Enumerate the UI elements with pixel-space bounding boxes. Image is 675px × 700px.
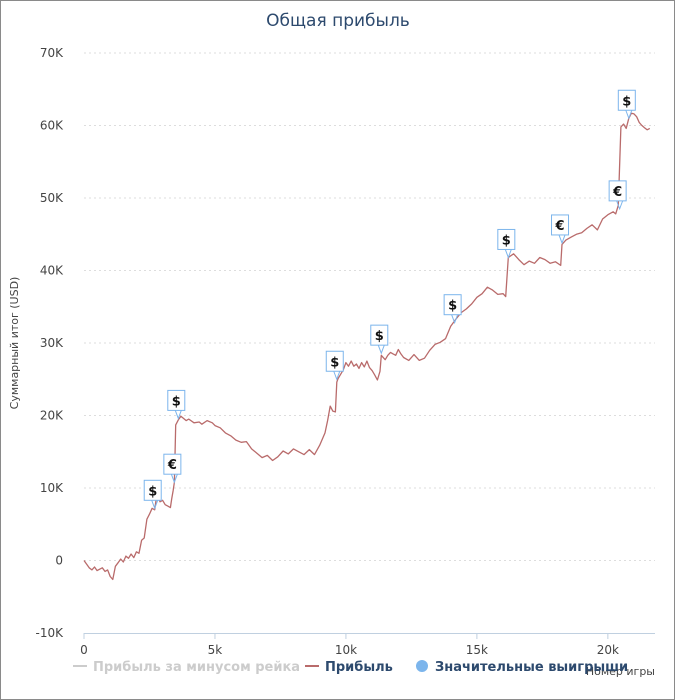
- legend-label: Прибыль за минусом рейка: [93, 660, 300, 675]
- big-win-flag[interactable]: $: [143, 479, 162, 510]
- big-win-pointer: [558, 234, 566, 245]
- big-win-box: [617, 89, 636, 111]
- big-win-pointer: [377, 344, 385, 355]
- big-win-pointer: [504, 249, 512, 259]
- legend-item[interactable]: Значительные выигрыши: [416, 660, 628, 675]
- big-win-symbol: $: [502, 233, 511, 248]
- x-tick-label: 0: [80, 643, 88, 657]
- y-axis-title: Суммарный итог (USD): [8, 277, 21, 410]
- big-win-symbol: $: [148, 484, 157, 499]
- y-tick-label: 20K: [40, 409, 64, 423]
- x-tick-label: 10k: [335, 643, 357, 657]
- y-tick-label: 60K: [40, 119, 64, 133]
- big-win-pointer: [174, 410, 182, 420]
- big-win-flag[interactable]: $: [167, 389, 186, 420]
- big-win-symbol: $: [172, 394, 181, 409]
- big-win-symbol: €: [167, 458, 177, 473]
- big-win-flag[interactable]: €: [163, 453, 182, 484]
- grid: [84, 52, 655, 561]
- big-win-pointer: [151, 500, 159, 510]
- series-line-profit: [83, 112, 651, 581]
- big-win-box: [325, 350, 344, 372]
- big-win-box: [497, 228, 516, 250]
- legend-item[interactable]: Прибыль: [305, 660, 393, 675]
- y-tick-label: 30K: [40, 336, 64, 350]
- big-win-flag[interactable]: $: [443, 294, 462, 325]
- y-tick-label: 70K: [40, 46, 64, 60]
- big-win-pointer: [170, 474, 178, 484]
- big-win-flag[interactable]: $: [617, 89, 636, 120]
- big-win-pointer: [625, 110, 633, 120]
- big-win-box: [167, 389, 186, 411]
- big-win-symbol: $: [375, 329, 384, 344]
- big-win-pointer: [451, 314, 459, 325]
- big-win-box: [551, 214, 570, 236]
- x-tick-label: 20k: [597, 643, 619, 657]
- legend-symbol-circle: [416, 660, 428, 672]
- y-tick-label: 0: [55, 554, 63, 568]
- big-win-symbol: $: [330, 355, 339, 370]
- y-tick-label: 50K: [40, 191, 64, 205]
- big-win-pointer: [616, 200, 624, 211]
- big-win-flag[interactable]: €: [608, 180, 627, 211]
- big-win-flag[interactable]: $: [370, 324, 389, 355]
- big-win-symbol: $: [448, 299, 457, 314]
- legend: Прибыль за минусом рейка Прибыль Значитель…: [73, 660, 628, 675]
- big-win-symbol: €: [554, 219, 564, 234]
- big-win-box: [608, 180, 627, 202]
- axes: -10K 0 10K 20K 30K 40K 50K 60K 70K 0 5k 10k 15k 20k: [36, 46, 655, 657]
- y-tick-label: 10K: [40, 481, 64, 495]
- big-win-flag[interactable]: €: [551, 214, 570, 245]
- y-tick-label: 40K: [40, 264, 64, 278]
- big-win-box: [443, 294, 462, 316]
- big-win-symbol: €: [612, 185, 622, 200]
- big-win-box: [163, 453, 182, 475]
- legend-item[interactable]: Прибыль за минусом рейка: [73, 660, 300, 675]
- big-wins-layer: $ € $ $ $ $ $ € € $: [143, 89, 636, 510]
- legend-label: Значительные выигрыши: [435, 660, 628, 675]
- big-win-pointer: [333, 371, 341, 381]
- legend-label: Прибыль: [325, 660, 393, 675]
- big-win-box: [370, 324, 389, 346]
- x-tick-label: 15k: [466, 643, 488, 657]
- series-layer: [83, 112, 651, 581]
- chart-title: Общая прибыль: [266, 11, 410, 31]
- big-win-flag[interactable]: $: [325, 350, 344, 381]
- x-tick-label: 5k: [208, 643, 223, 657]
- big-win-box: [143, 479, 162, 501]
- big-win-symbol: $: [622, 94, 631, 109]
- y-tick-label: -10K: [36, 626, 65, 640]
- big-win-flag[interactable]: $: [497, 228, 516, 259]
- x-axis-title: Номер игры: [586, 665, 655, 678]
